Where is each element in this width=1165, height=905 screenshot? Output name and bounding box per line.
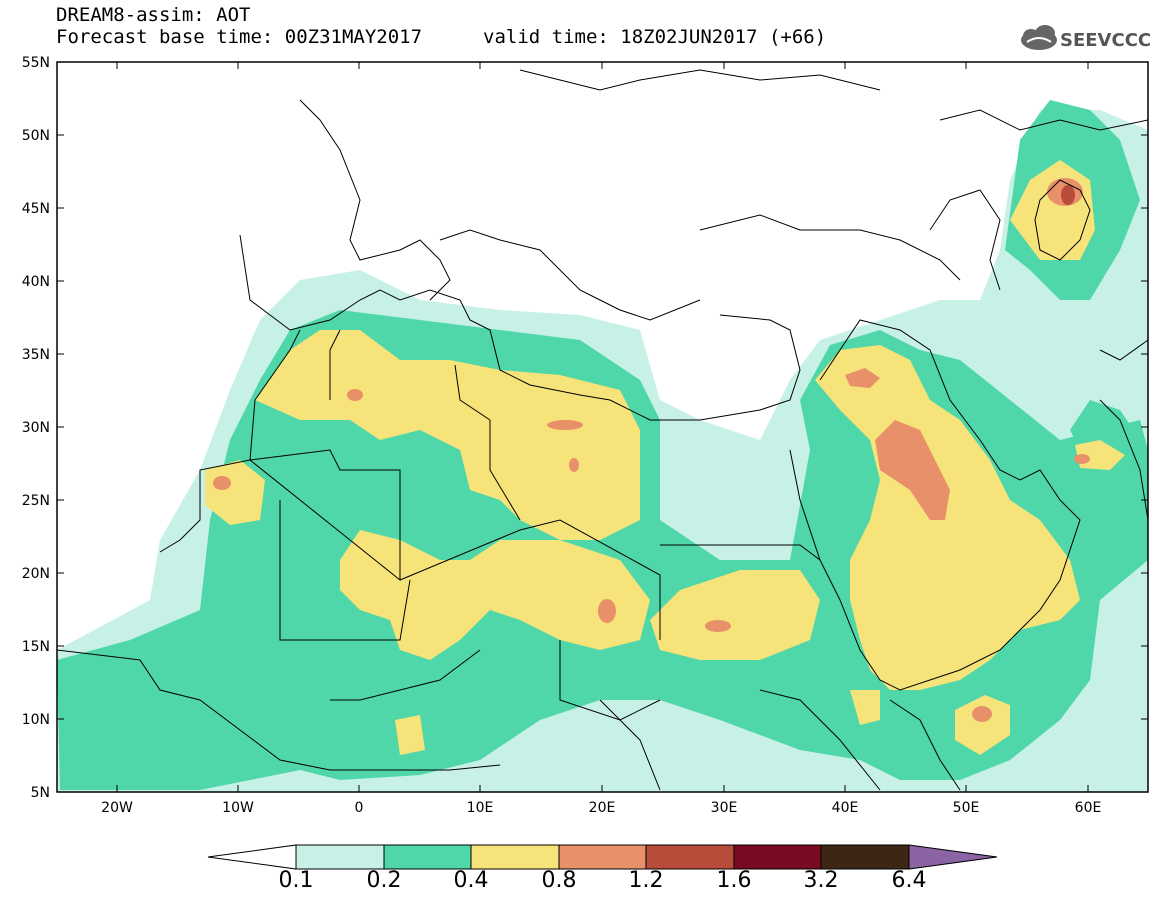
colorbar-swatch-1 bbox=[295, 844, 385, 870]
lon-label: 0 bbox=[354, 800, 364, 816]
colorbar-under-triangle bbox=[207, 844, 297, 870]
colorbar-label: 3.2 bbox=[803, 868, 839, 893]
axis-ticks bbox=[57, 61, 1148, 792]
colorbar-label: 0.1 bbox=[278, 868, 314, 893]
aot-level-0.4 bbox=[205, 160, 1125, 755]
colorbar-swatch-2 bbox=[383, 844, 472, 870]
colorbar-label: 0.4 bbox=[453, 868, 489, 893]
colorbar bbox=[207, 844, 998, 870]
colorbar-label: 1.6 bbox=[716, 868, 752, 893]
lat-label: 25N bbox=[21, 493, 50, 509]
colorbar-label: 6.4 bbox=[891, 868, 927, 893]
lat-label: 50N bbox=[21, 128, 50, 144]
colorbar-swatch-3 bbox=[470, 844, 560, 870]
colorbar-swatch-7 bbox=[820, 844, 910, 870]
map-title: DREAM8-assim: AOT bbox=[56, 4, 251, 26]
lon-label: 40E bbox=[831, 800, 859, 816]
colorbar-swatch-6 bbox=[733, 844, 822, 870]
lon-label: 20E bbox=[588, 800, 616, 816]
colorbar-swatch-4 bbox=[558, 844, 647, 870]
colorbar-swatch-5 bbox=[645, 844, 735, 870]
lat-label: 45N bbox=[21, 201, 50, 217]
colorbar-label: 1.2 bbox=[628, 868, 664, 893]
aot-level-1.2 bbox=[1061, 185, 1075, 205]
lat-label: 15N bbox=[21, 639, 50, 655]
lon-label: 20W bbox=[101, 800, 133, 816]
lat-label: 30N bbox=[21, 420, 50, 436]
cloud-icon bbox=[1021, 25, 1057, 50]
forecast-base-time: Forecast base time: 00Z31MAY2017 bbox=[56, 26, 423, 48]
lat-label: 40N bbox=[21, 274, 50, 290]
lon-label: 30E bbox=[710, 800, 738, 816]
valid-time: valid time: 18Z02JUN2017 (+66) bbox=[483, 26, 827, 48]
aot-contour-fields bbox=[57, 100, 1148, 792]
lat-label: 20N bbox=[21, 566, 50, 582]
colorbar-label: 0.8 bbox=[541, 868, 577, 893]
lat-label: 10N bbox=[21, 712, 50, 728]
lon-label: 60E bbox=[1074, 800, 1102, 816]
colorbar-over-triangle bbox=[908, 844, 998, 870]
seevccc-logo bbox=[1021, 25, 1057, 50]
lon-label: 10W bbox=[222, 800, 254, 816]
coastlines bbox=[57, 69, 1148, 791]
lon-label: 50E bbox=[952, 800, 980, 816]
logo-text: SEEVCCC bbox=[1060, 30, 1152, 51]
lon-label: 10E bbox=[466, 800, 494, 816]
lat-label: 35N bbox=[21, 347, 50, 363]
lat-label: 55N bbox=[21, 55, 50, 71]
lat-label: 5N bbox=[30, 785, 50, 801]
colorbar-label: 0.2 bbox=[366, 868, 402, 893]
